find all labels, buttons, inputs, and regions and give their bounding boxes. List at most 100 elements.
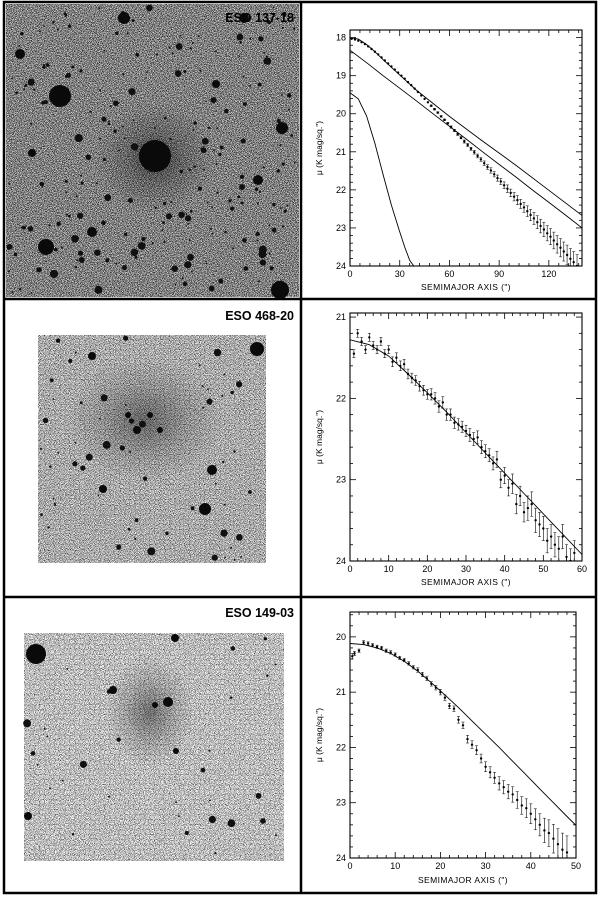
star	[22, 225, 26, 230]
star	[272, 6, 275, 9]
bright-star	[157, 427, 163, 433]
star	[232, 247, 235, 250]
star	[23, 719, 32, 728]
star	[215, 482, 217, 485]
star	[27, 226, 34, 232]
star	[43, 25, 45, 27]
y-tick-label: 23	[336, 475, 346, 485]
fit-curve	[350, 37, 582, 216]
star	[174, 283, 177, 286]
star	[24, 84, 28, 87]
star	[233, 558, 236, 561]
star	[242, 75, 245, 78]
x-tick-label: 90	[494, 269, 504, 279]
fit-curve	[350, 49, 582, 229]
galaxy-glow	[105, 657, 195, 767]
star	[228, 199, 232, 203]
star	[168, 46, 171, 49]
star	[208, 799, 211, 802]
data-point	[538, 823, 541, 826]
star	[187, 223, 190, 225]
data-point	[549, 535, 553, 538]
star	[124, 404, 127, 406]
bright-star	[163, 697, 173, 707]
star	[107, 120, 110, 123]
star	[202, 406, 205, 409]
star	[193, 121, 197, 125]
star	[213, 348, 222, 357]
data-point	[549, 235, 552, 238]
star	[74, 133, 83, 143]
star	[78, 256, 85, 264]
bright-star	[99, 485, 107, 493]
data-point	[407, 662, 410, 665]
star	[163, 201, 167, 206]
star	[215, 162, 218, 165]
star	[241, 238, 247, 243]
star	[293, 161, 296, 164]
star	[188, 239, 191, 242]
star	[132, 119, 135, 122]
data-point	[463, 140, 466, 143]
x-axis-label: SEMIMAJOR AXIS (")	[421, 282, 511, 292]
data-point	[356, 332, 359, 335]
star	[45, 63, 50, 67]
star	[175, 43, 183, 50]
star	[179, 169, 184, 174]
star	[135, 52, 140, 57]
star	[42, 65, 46, 69]
star	[229, 696, 233, 699]
bright-star	[125, 412, 131, 418]
star	[165, 213, 173, 220]
plot-frame	[349, 611, 577, 859]
star	[230, 646, 236, 651]
data-point	[357, 649, 361, 652]
data-point	[441, 401, 444, 404]
star	[113, 129, 117, 133]
star	[239, 184, 245, 190]
y-axis-label: μ (K mag/sq.")	[314, 708, 324, 762]
bright-star	[271, 281, 289, 299]
data-point	[396, 71, 400, 74]
star	[71, 234, 79, 243]
bright-star	[239, 13, 249, 23]
data-point	[515, 502, 518, 506]
star	[101, 220, 106, 226]
star	[240, 555, 243, 558]
fit-curve	[350, 339, 582, 555]
data-point	[445, 413, 448, 416]
star	[107, 795, 110, 798]
star	[207, 388, 209, 391]
data-point	[502, 184, 506, 187]
bright-star	[88, 352, 96, 360]
y-axis-label: μ (K mag/sq.")	[314, 121, 324, 175]
star	[105, 258, 110, 263]
star	[216, 191, 219, 194]
star	[47, 526, 50, 529]
data-point	[443, 696, 447, 699]
plot-data-area	[350, 329, 582, 561]
data-point	[488, 454, 491, 457]
galaxy-label-eso-468-20: ESO 468-20	[225, 309, 294, 323]
star	[293, 16, 296, 19]
y-tick-label: 22	[336, 185, 346, 195]
star	[43, 727, 46, 730]
star	[23, 88, 25, 91]
star	[187, 253, 194, 261]
star	[271, 227, 277, 233]
star	[220, 529, 228, 537]
star	[42, 417, 49, 424]
data-point	[557, 547, 560, 550]
star	[165, 531, 169, 536]
star	[46, 735, 49, 738]
y-tick-label: 24	[336, 556, 346, 566]
star	[200, 767, 206, 773]
star	[170, 201, 173, 203]
star	[39, 447, 43, 450]
star	[49, 378, 54, 383]
data-point	[559, 246, 562, 249]
data-point	[423, 97, 426, 101]
data-point	[484, 450, 487, 453]
star	[223, 373, 226, 376]
data-point	[446, 122, 449, 125]
